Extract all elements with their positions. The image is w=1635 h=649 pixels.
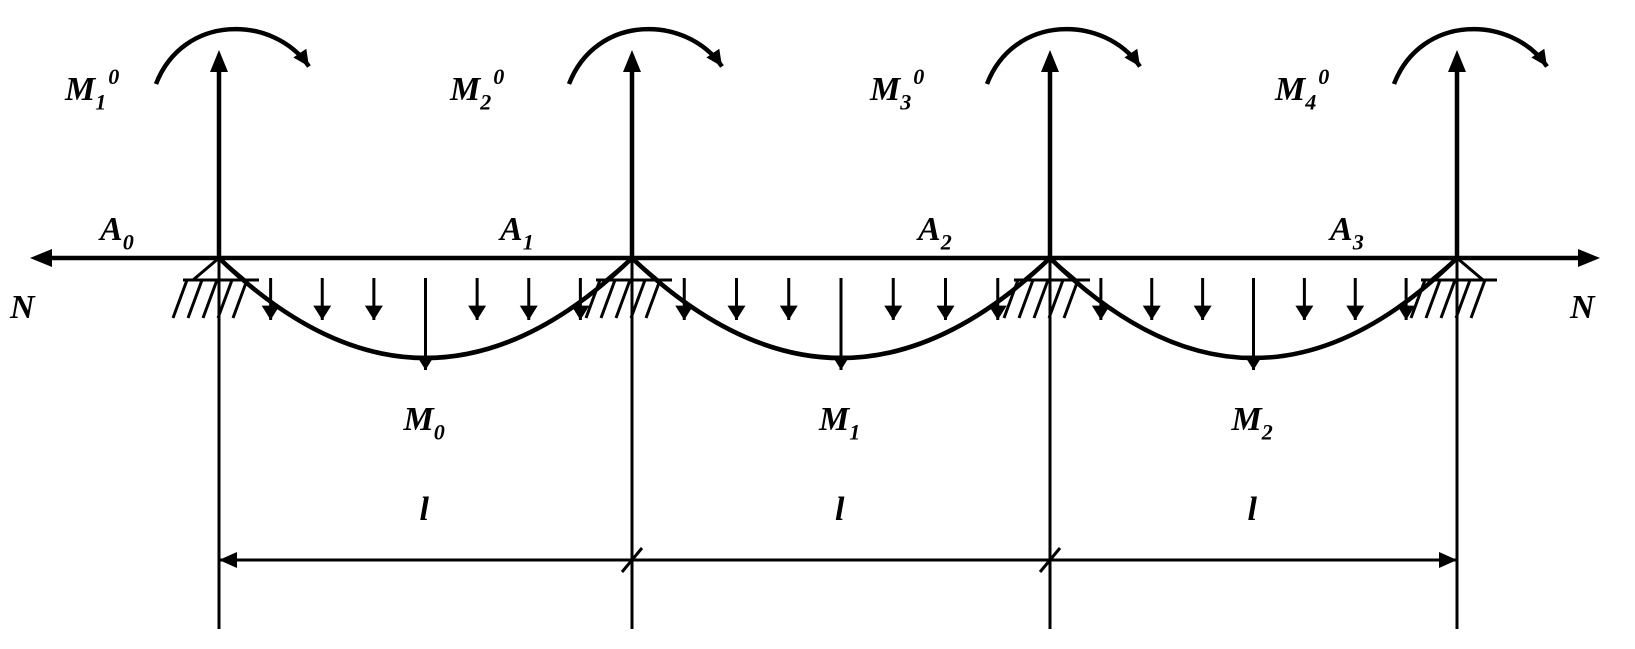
label-A-0: A0 <box>98 211 134 255</box>
label-moment-top-1: M20 <box>449 64 504 115</box>
reaction-arrow-2 <box>1041 50 1059 72</box>
moment-arc-1 <box>569 29 722 84</box>
label-A-3: A3 <box>1328 211 1364 255</box>
reaction-arrow-3 <box>1448 50 1466 72</box>
label-l-1: l <box>835 491 845 528</box>
reaction-arrow-0 <box>210 50 228 72</box>
beam-diagram: N N M10 M20 M30 M40 A0 A1 A2 A3 M0 M1 M2 l l l <box>0 0 1635 649</box>
label-N-left: N <box>9 289 36 326</box>
label-l-2: l <box>1248 491 1258 528</box>
label-M-span-1: M1 <box>818 401 860 445</box>
moment-arc-0 <box>156 29 309 84</box>
label-moment-top-0: M10 <box>64 64 119 115</box>
label-moment-top-2: M30 <box>869 64 924 115</box>
moment-arc-2 <box>987 29 1140 84</box>
support-0 <box>173 258 259 318</box>
label-l-0: l <box>420 491 430 528</box>
label-A-2: A2 <box>916 211 952 255</box>
label-N-right: N <box>1569 289 1596 326</box>
label-M-span-2: M2 <box>1231 401 1273 445</box>
axis-arrow-left <box>30 249 52 267</box>
label-A-1: A1 <box>498 211 534 255</box>
moment-arc-3 <box>1394 29 1547 84</box>
label-moment-top-3: M40 <box>1274 64 1329 115</box>
label-M-span-0: M0 <box>403 401 445 445</box>
axis-arrow-right <box>1578 249 1600 267</box>
reaction-arrow-1 <box>623 50 641 72</box>
